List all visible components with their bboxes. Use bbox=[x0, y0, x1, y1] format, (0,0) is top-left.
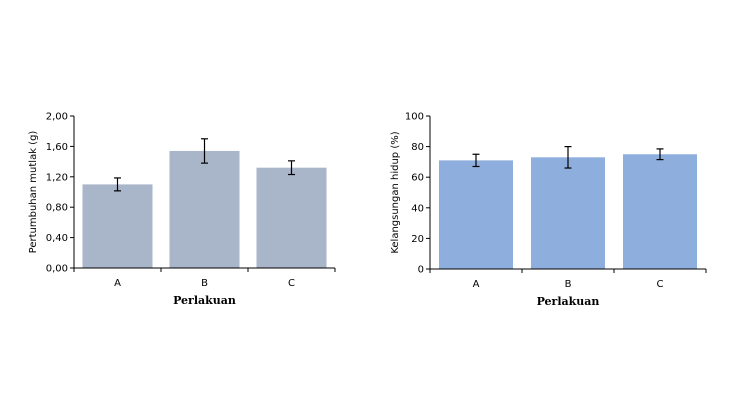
y-tick-label: 20 bbox=[411, 234, 424, 245]
x-axis-title: Perlakuan bbox=[537, 295, 600, 308]
error-bar-A bbox=[114, 177, 121, 192]
x-tick-label: B bbox=[201, 278, 208, 289]
bar-C bbox=[256, 167, 327, 268]
y-tick-label: 0,00 bbox=[46, 264, 68, 275]
error-bar-C bbox=[288, 160, 295, 176]
y-tick-label: 60 bbox=[411, 173, 424, 184]
y-axis-title: Kelangsungan hidup (%) bbox=[390, 131, 401, 253]
y-tick-label: 0 bbox=[418, 265, 424, 276]
x-axis-title: Perlakuan bbox=[173, 294, 236, 307]
error-bar-C bbox=[656, 148, 664, 161]
y-tick-label: 80 bbox=[411, 142, 424, 153]
y-tick-label: 2,00 bbox=[46, 112, 68, 123]
bar-A bbox=[439, 160, 513, 269]
error-bar-A bbox=[472, 153, 480, 168]
y-tick-label: 0,80 bbox=[46, 203, 68, 214]
bar-A bbox=[82, 184, 153, 268]
x-tick-label: A bbox=[473, 279, 480, 290]
y-tick-label: 100 bbox=[405, 112, 424, 123]
chart-1: A B C 0,00 0,40 0,80 1,20 1,60 2,00 Perlakuan Pert… bbox=[28, 112, 336, 307]
y-tick-label: 1,20 bbox=[46, 172, 68, 183]
x-tick-label: C bbox=[288, 278, 295, 289]
error-bar-B bbox=[201, 138, 208, 164]
y-tick-label: 40 bbox=[411, 203, 424, 214]
x-tick-label: A bbox=[114, 278, 121, 289]
y-tick-label: 0,40 bbox=[46, 233, 68, 244]
error-bar-B bbox=[564, 146, 572, 169]
bar-B bbox=[169, 150, 240, 268]
bar-B bbox=[531, 157, 605, 269]
y-tick-label: 1,60 bbox=[46, 142, 68, 153]
bar-C bbox=[623, 154, 697, 269]
y-axis-title: Pertumbuhan mutlak (g) bbox=[28, 131, 39, 254]
x-tick-label: B bbox=[565, 279, 572, 290]
x-tick-label: C bbox=[657, 279, 664, 290]
chart-2: A B C 0 20 40 60 80 100 Perlakuan Kelangsungan hid… bbox=[390, 112, 707, 308]
